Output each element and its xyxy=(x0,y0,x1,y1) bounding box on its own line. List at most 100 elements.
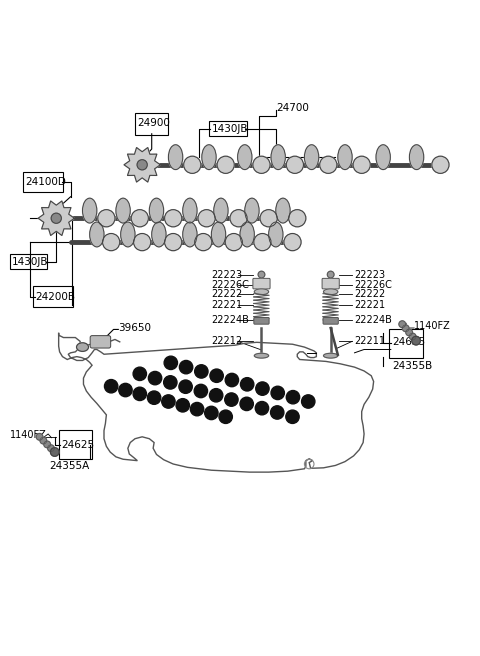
Ellipse shape xyxy=(83,198,97,223)
FancyBboxPatch shape xyxy=(322,278,339,289)
Circle shape xyxy=(195,234,212,251)
Text: 1140FZ: 1140FZ xyxy=(10,430,47,440)
Circle shape xyxy=(119,383,132,397)
Circle shape xyxy=(320,156,337,173)
Ellipse shape xyxy=(409,145,424,169)
Ellipse shape xyxy=(183,198,197,223)
Circle shape xyxy=(225,234,242,251)
Circle shape xyxy=(165,234,182,251)
Circle shape xyxy=(271,406,284,419)
Ellipse shape xyxy=(214,198,228,223)
Text: 22221: 22221 xyxy=(211,300,242,310)
Text: 22224B: 22224B xyxy=(211,315,249,325)
Text: 22223: 22223 xyxy=(355,270,385,279)
Circle shape xyxy=(399,321,406,327)
Ellipse shape xyxy=(76,343,88,352)
Circle shape xyxy=(133,234,151,251)
Circle shape xyxy=(176,399,190,412)
Text: 22222: 22222 xyxy=(211,289,242,299)
Circle shape xyxy=(133,367,146,380)
Circle shape xyxy=(230,210,247,227)
Circle shape xyxy=(255,401,269,415)
Circle shape xyxy=(165,210,182,227)
Ellipse shape xyxy=(271,145,285,169)
Circle shape xyxy=(225,373,239,386)
Circle shape xyxy=(137,159,147,170)
Circle shape xyxy=(148,371,162,385)
Ellipse shape xyxy=(238,145,252,169)
Text: 24355B: 24355B xyxy=(392,361,432,371)
Text: 22224B: 22224B xyxy=(355,315,393,325)
Polygon shape xyxy=(124,148,160,182)
Ellipse shape xyxy=(324,354,338,358)
FancyBboxPatch shape xyxy=(90,336,111,348)
Polygon shape xyxy=(38,201,74,236)
Circle shape xyxy=(240,378,254,391)
Circle shape xyxy=(191,402,204,416)
Circle shape xyxy=(51,213,61,223)
Text: 24625: 24625 xyxy=(392,337,425,347)
Ellipse shape xyxy=(269,222,283,247)
Circle shape xyxy=(164,356,178,369)
Circle shape xyxy=(402,325,409,332)
Circle shape xyxy=(286,410,299,423)
Text: 39650: 39650 xyxy=(118,323,151,333)
Circle shape xyxy=(180,360,193,374)
Circle shape xyxy=(195,365,208,378)
Circle shape xyxy=(164,376,177,389)
Circle shape xyxy=(40,438,47,444)
Circle shape xyxy=(210,369,223,382)
Ellipse shape xyxy=(276,198,290,223)
Circle shape xyxy=(198,210,215,227)
Circle shape xyxy=(271,386,284,400)
Text: 1430JB: 1430JB xyxy=(12,257,48,267)
Circle shape xyxy=(432,156,449,173)
Circle shape xyxy=(103,234,120,251)
FancyBboxPatch shape xyxy=(253,278,270,289)
Text: 1430JB: 1430JB xyxy=(211,123,248,134)
Circle shape xyxy=(36,434,43,440)
Text: 22223: 22223 xyxy=(211,270,242,279)
Text: 22212: 22212 xyxy=(211,337,242,346)
Ellipse shape xyxy=(338,145,352,169)
FancyBboxPatch shape xyxy=(323,318,338,324)
FancyBboxPatch shape xyxy=(254,318,269,324)
Circle shape xyxy=(256,382,269,396)
Ellipse shape xyxy=(120,222,135,247)
Circle shape xyxy=(409,333,416,340)
Circle shape xyxy=(240,397,253,411)
Text: 22211: 22211 xyxy=(355,337,385,346)
Circle shape xyxy=(133,387,146,401)
Circle shape xyxy=(194,384,207,398)
Circle shape xyxy=(179,380,192,394)
Ellipse shape xyxy=(90,222,104,247)
Circle shape xyxy=(412,337,420,345)
Circle shape xyxy=(147,391,161,404)
Ellipse shape xyxy=(152,222,166,247)
Circle shape xyxy=(48,445,54,451)
Circle shape xyxy=(406,329,412,336)
Circle shape xyxy=(184,156,201,173)
Circle shape xyxy=(44,441,50,448)
Ellipse shape xyxy=(116,198,130,223)
Ellipse shape xyxy=(202,145,216,169)
Circle shape xyxy=(217,156,234,173)
Text: 22226C: 22226C xyxy=(355,280,393,290)
Circle shape xyxy=(98,210,115,227)
Text: 1140FZ: 1140FZ xyxy=(414,321,451,331)
Text: 24355A: 24355A xyxy=(49,461,89,472)
Circle shape xyxy=(254,234,271,251)
Circle shape xyxy=(131,210,148,227)
Circle shape xyxy=(50,447,59,457)
Circle shape xyxy=(327,271,334,278)
Circle shape xyxy=(162,395,175,408)
Circle shape xyxy=(301,395,315,408)
Circle shape xyxy=(258,271,265,278)
Ellipse shape xyxy=(240,222,254,247)
Text: 22222: 22222 xyxy=(355,289,386,299)
Circle shape xyxy=(204,406,218,420)
Text: 24700: 24700 xyxy=(276,104,309,113)
Text: 22226C: 22226C xyxy=(211,280,249,290)
Ellipse shape xyxy=(183,222,197,247)
Ellipse shape xyxy=(245,198,259,223)
